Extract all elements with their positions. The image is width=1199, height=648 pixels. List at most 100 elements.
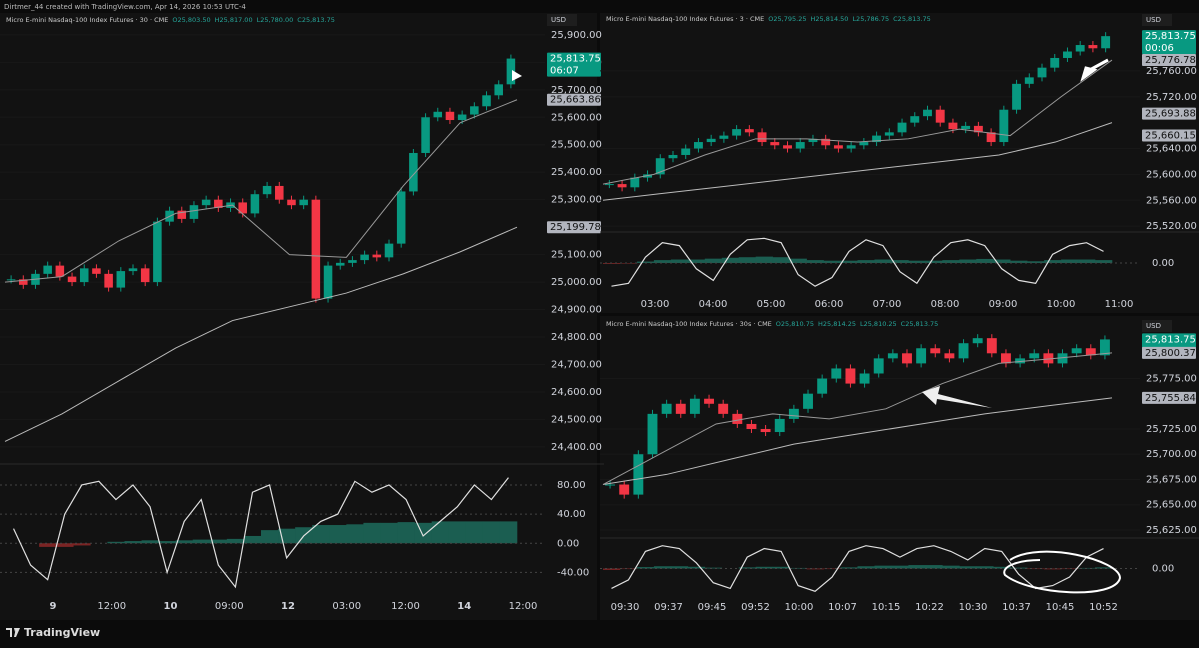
candle bbox=[833, 145, 843, 149]
annotation-arrow bbox=[512, 70, 522, 81]
candle bbox=[348, 260, 357, 263]
candle bbox=[668, 154, 678, 159]
histogram-bar bbox=[431, 521, 450, 544]
histogram-bar bbox=[141, 540, 159, 544]
y-tick-label: 25,100.00 bbox=[551, 250, 602, 261]
histogram-bar bbox=[704, 567, 723, 569]
histogram-bar bbox=[107, 541, 125, 544]
candle bbox=[1071, 348, 1082, 354]
y-tick-label: 25,725.00 bbox=[1146, 424, 1197, 435]
histogram-bar bbox=[823, 260, 841, 263]
candle bbox=[1015, 358, 1026, 364]
y-tick-label: 24,800.00 bbox=[551, 332, 602, 343]
currency-label: USD bbox=[1146, 322, 1161, 330]
candle bbox=[1029, 353, 1040, 359]
price-label-box bbox=[1142, 30, 1196, 55]
candle bbox=[973, 125, 983, 133]
candle bbox=[902, 353, 912, 364]
y-tick-label: 25,650.00 bbox=[1146, 500, 1197, 511]
histogram-bar bbox=[329, 525, 347, 544]
candle bbox=[1085, 348, 1096, 356]
candle bbox=[930, 348, 941, 354]
histogram-bar bbox=[942, 565, 960, 569]
y-tick-label: 25,640.00 bbox=[1146, 144, 1197, 155]
price-label-time: 06:07 bbox=[550, 66, 579, 77]
candle bbox=[821, 138, 831, 146]
candle bbox=[311, 199, 321, 299]
histogram-bar bbox=[312, 525, 330, 544]
y-tick-label: 25,720.00 bbox=[1146, 92, 1197, 103]
logo: TradingView bbox=[6, 626, 100, 639]
candle bbox=[986, 132, 996, 143]
candle bbox=[67, 276, 77, 283]
histogram-bar bbox=[840, 567, 858, 569]
x-tick-label: 07:00 bbox=[873, 299, 902, 310]
candle bbox=[704, 398, 714, 404]
histogram-bar bbox=[39, 543, 57, 547]
candle bbox=[718, 403, 729, 414]
x-tick-label: 11:00 bbox=[1105, 299, 1134, 310]
histogram-bar bbox=[857, 566, 875, 569]
candle bbox=[409, 152, 418, 192]
x-tick-label: 10:15 bbox=[872, 602, 901, 613]
currency-label: USD bbox=[1146, 16, 1161, 24]
candle bbox=[43, 265, 52, 274]
x-tick-label: 10:07 bbox=[828, 602, 857, 613]
y-tick-label: 25,500.00 bbox=[551, 140, 602, 151]
y-tick-label: 25,400.00 bbox=[551, 167, 602, 178]
x-tick-label: 10:45 bbox=[1046, 602, 1075, 613]
ohlc-value: C25,813.75 bbox=[893, 15, 931, 23]
candle bbox=[910, 116, 920, 123]
y-tick-label: 25,300.00 bbox=[551, 195, 602, 206]
candle bbox=[506, 58, 516, 85]
price-label-box bbox=[1142, 391, 1196, 404]
ohlc-value: H25,814.25 bbox=[818, 320, 856, 328]
candle bbox=[732, 129, 742, 136]
candle bbox=[1088, 45, 1098, 49]
y-tick-label: 24,500.00 bbox=[551, 414, 602, 425]
osc-tick-label: -40.00 bbox=[557, 567, 589, 578]
histogram-bar bbox=[976, 566, 994, 569]
candle bbox=[201, 199, 211, 206]
price-label: 25,813.75 bbox=[1145, 334, 1196, 345]
x-tick-label: 10:22 bbox=[915, 602, 944, 613]
candle bbox=[1024, 77, 1034, 84]
candle bbox=[1037, 67, 1047, 78]
histogram-bar bbox=[226, 538, 245, 544]
histogram-bar bbox=[636, 261, 655, 263]
price-label-box bbox=[547, 52, 601, 77]
histogram-bar bbox=[772, 257, 790, 263]
candle bbox=[746, 423, 757, 430]
candle bbox=[999, 109, 1009, 143]
currency-label: USD bbox=[551, 16, 566, 24]
histogram-bar bbox=[1061, 259, 1079, 263]
price-label-box bbox=[1142, 346, 1196, 359]
histogram-bar bbox=[1044, 568, 1062, 570]
histogram-bar bbox=[755, 256, 773, 263]
chart-header: Micro E-mini Nasdaq-100 Index Futures · … bbox=[6, 16, 335, 24]
candle bbox=[808, 138, 818, 143]
currency-box bbox=[547, 14, 577, 26]
histogram-bar bbox=[755, 566, 773, 569]
histogram-bar bbox=[1044, 260, 1062, 263]
price-label: 25,776.78 bbox=[1145, 55, 1196, 66]
candle bbox=[421, 117, 430, 153]
ohlc-value: L25,780.00 bbox=[257, 16, 294, 24]
chart-header: Micro E-mini Nasdaq-100 Index Futures · … bbox=[606, 320, 938, 328]
header-text: Dirtmer_44 created with TradingView.com,… bbox=[4, 3, 246, 11]
ohlc-value: O25,795.25 bbox=[768, 15, 806, 23]
price-label-box bbox=[547, 221, 601, 234]
candle bbox=[948, 122, 958, 130]
candle bbox=[1057, 353, 1068, 364]
candle bbox=[647, 413, 658, 455]
price-label: 25,199.78 bbox=[550, 222, 601, 233]
symbol-title: Micro E-mini Nasdaq-100 Index Futures · … bbox=[606, 15, 764, 23]
candle bbox=[6, 279, 16, 281]
moving-average bbox=[4, 99, 518, 283]
histogram-bar bbox=[243, 535, 262, 544]
x-tick-label: 12:00 bbox=[391, 601, 420, 612]
oscillator-line bbox=[611, 545, 1104, 592]
candle bbox=[845, 368, 856, 384]
candle bbox=[719, 135, 729, 139]
x-tick-label: 09:45 bbox=[698, 602, 727, 613]
